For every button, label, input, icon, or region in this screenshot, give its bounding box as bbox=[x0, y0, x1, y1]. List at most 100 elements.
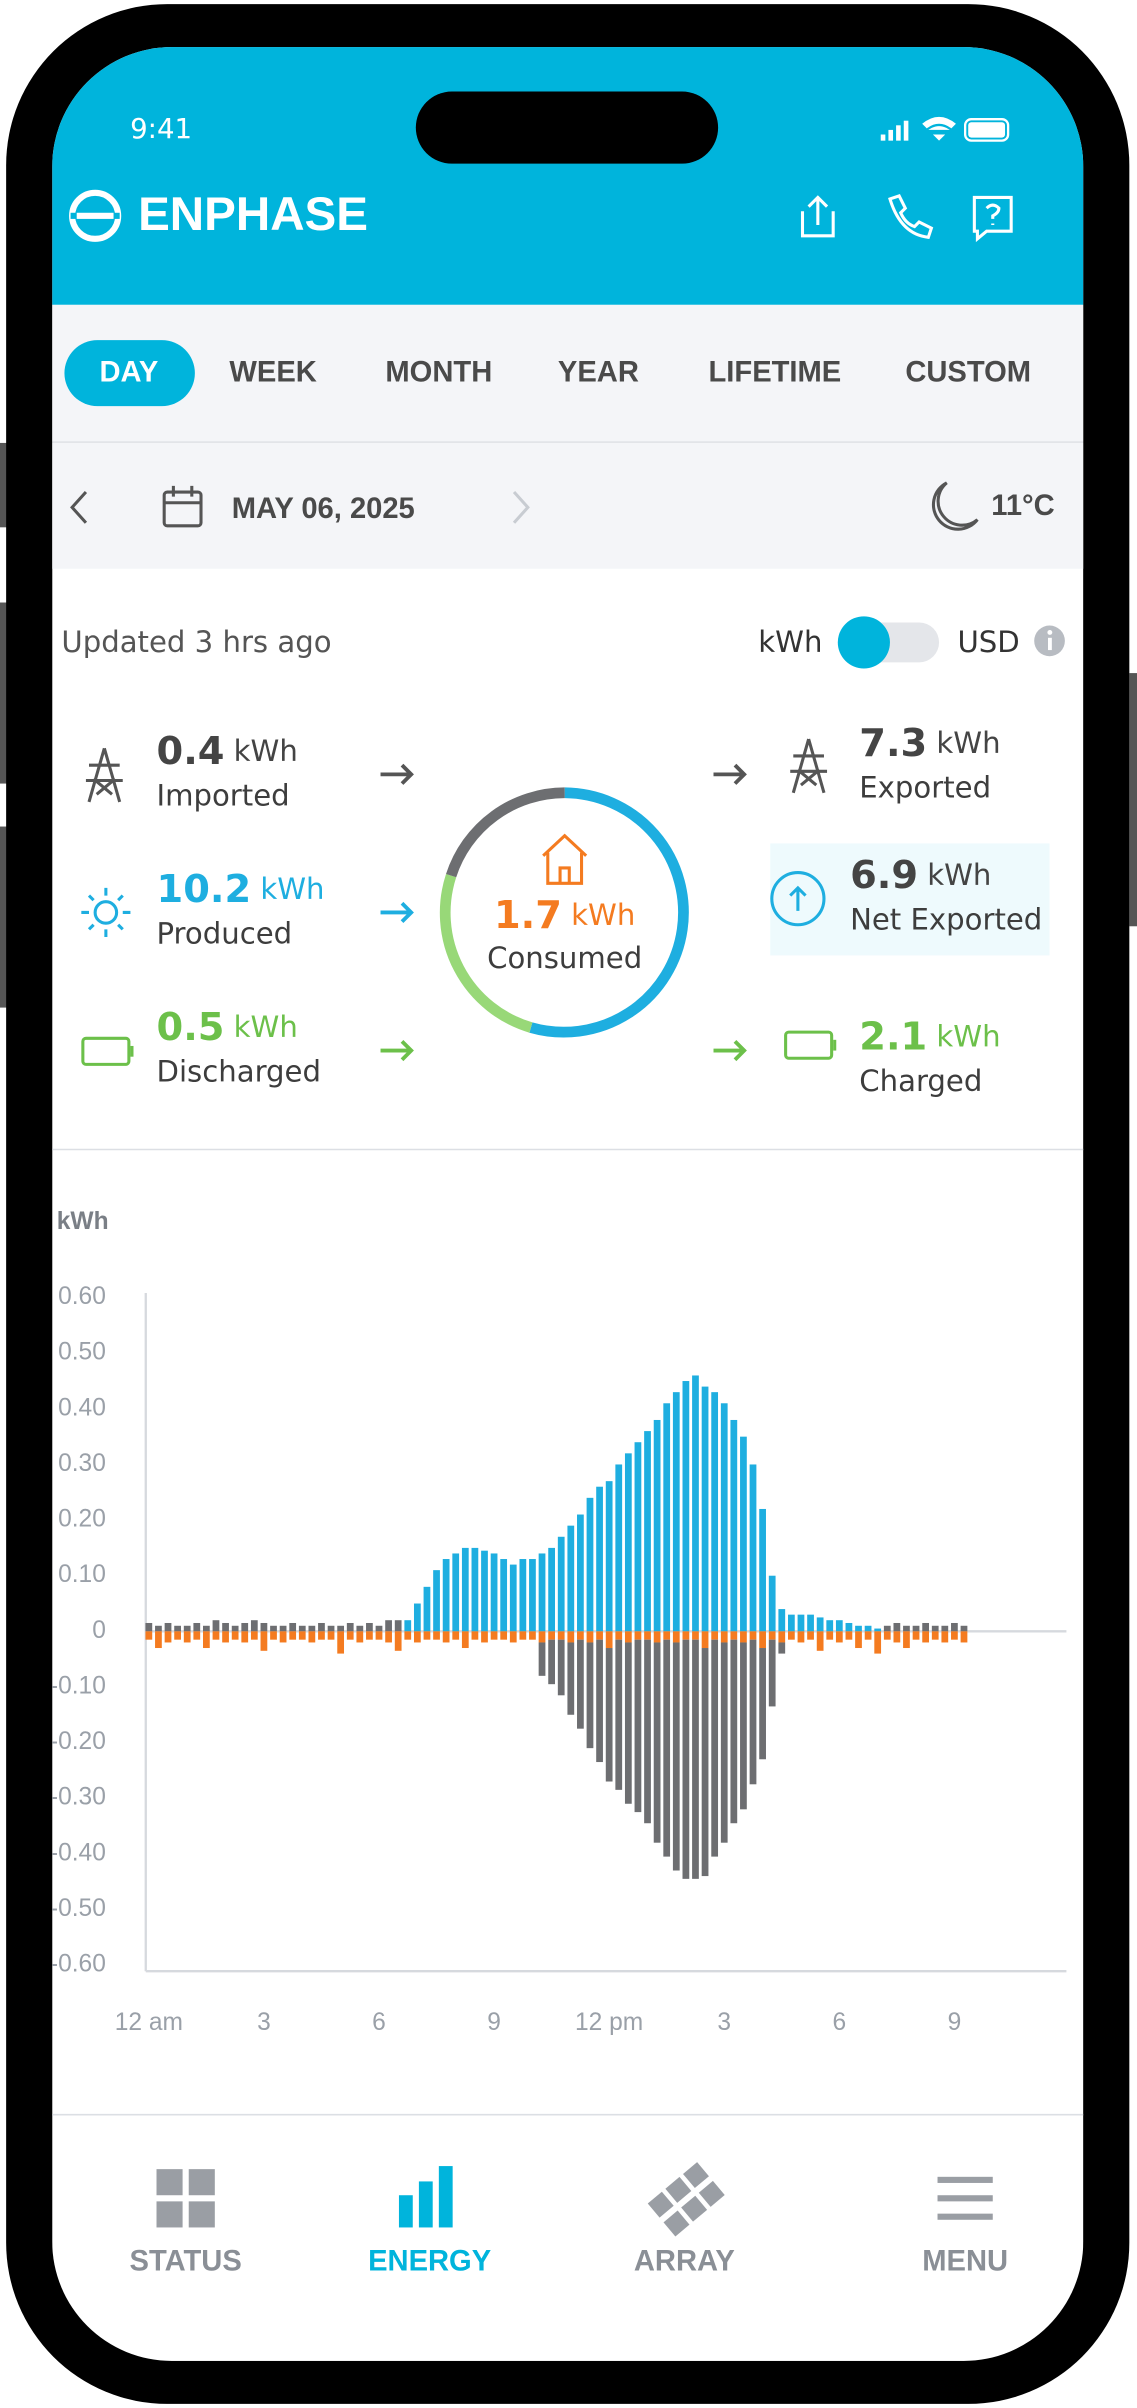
arrow bbox=[713, 1039, 747, 1062]
bar bbox=[519, 1631, 527, 1640]
array-icon[interactable] bbox=[647, 2162, 725, 2237]
y-tick-label: -0.20 bbox=[50, 1728, 106, 1755]
x-tick-label: 3 bbox=[257, 2009, 271, 2036]
bar bbox=[231, 1625, 239, 1632]
nav-menu[interactable]: MENU bbox=[922, 2245, 1008, 2277]
charged-value: 2.1 kWh bbox=[859, 1014, 1000, 1059]
bar bbox=[720, 1631, 728, 1643]
bar bbox=[682, 1381, 690, 1632]
bar bbox=[672, 1631, 680, 1643]
y-tick-label: -0.30 bbox=[50, 1784, 106, 1811]
bar bbox=[452, 1553, 460, 1632]
y-tick-label: 0.30 bbox=[58, 1450, 106, 1477]
bar bbox=[624, 1453, 632, 1632]
bar bbox=[289, 1622, 297, 1632]
bar bbox=[883, 1631, 891, 1640]
bar bbox=[893, 1622, 901, 1632]
bar bbox=[241, 1631, 249, 1643]
bar bbox=[883, 1625, 891, 1632]
toggle-kwh[interactable]: kWh bbox=[758, 625, 822, 659]
bar bbox=[481, 1550, 488, 1632]
header bbox=[52, 47, 1084, 305]
date-bar bbox=[52, 442, 1084, 569]
bar bbox=[270, 1625, 277, 1632]
bar bbox=[653, 1419, 661, 1632]
toggle-usd[interactable]: USD bbox=[957, 625, 1019, 659]
bar bbox=[327, 1631, 335, 1640]
side-button bbox=[0, 826, 8, 1008]
phone-icon[interactable] bbox=[888, 194, 934, 239]
bar bbox=[912, 1631, 920, 1640]
active-tab[interactable] bbox=[64, 340, 195, 407]
help-icon[interactable] bbox=[972, 195, 1013, 243]
x-tick-label: 12 pm bbox=[575, 2009, 643, 2036]
tab[interactable]: YEAR bbox=[558, 357, 639, 389]
bar bbox=[548, 1631, 555, 1640]
x-tick-label: 9 bbox=[487, 2009, 501, 2036]
bar bbox=[730, 1631, 738, 1640]
bar bbox=[174, 1631, 181, 1640]
unit: kWh bbox=[927, 858, 991, 892]
bar bbox=[835, 1631, 843, 1643]
grid-icon bbox=[790, 738, 828, 794]
unit: kWh bbox=[234, 1010, 298, 1044]
menu-icon[interactable] bbox=[937, 2176, 993, 2220]
side-button bbox=[0, 602, 8, 784]
tab[interactable]: WEEK bbox=[229, 357, 316, 389]
bar bbox=[394, 1631, 402, 1651]
calendar-icon[interactable] bbox=[162, 485, 203, 528]
nav-status[interactable]: STATUS bbox=[130, 2245, 242, 2277]
bar bbox=[423, 1586, 431, 1632]
bar bbox=[711, 1392, 719, 1632]
status-icons bbox=[880, 116, 1010, 142]
tab[interactable]: LIFETIME bbox=[709, 357, 842, 389]
bar bbox=[394, 1620, 402, 1632]
info-icon[interactable] bbox=[1034, 625, 1065, 657]
x-tick-label: 9 bbox=[948, 2009, 962, 2036]
exported-label: Exported bbox=[859, 771, 991, 805]
discharged-value: 0.5 kWh bbox=[157, 1005, 298, 1050]
header-icons bbox=[800, 194, 1013, 243]
bar bbox=[605, 1631, 613, 1649]
tab[interactable]: MONTH bbox=[385, 357, 492, 389]
bar bbox=[941, 1625, 949, 1632]
net-icon bbox=[770, 871, 826, 927]
bar bbox=[174, 1625, 181, 1632]
bar bbox=[318, 1622, 325, 1632]
value: 0.5 bbox=[157, 1005, 225, 1050]
nav-energy[interactable]: ENERGY bbox=[368, 2245, 491, 2277]
bar bbox=[663, 1403, 671, 1632]
y-axis-label: kWh bbox=[57, 1208, 109, 1235]
bar bbox=[442, 1631, 450, 1643]
bar bbox=[203, 1625, 210, 1632]
bar bbox=[845, 1622, 853, 1632]
nav-array[interactable]: ARRAY bbox=[634, 2245, 735, 2277]
toggle-knob[interactable] bbox=[837, 616, 890, 669]
battery-icon bbox=[784, 1030, 837, 1060]
prev-day[interactable] bbox=[70, 491, 88, 524]
bar bbox=[711, 1631, 719, 1640]
tab[interactable]: DAY bbox=[99, 357, 158, 389]
discharged-label: Discharged bbox=[157, 1055, 321, 1089]
bar bbox=[931, 1625, 939, 1632]
next-day[interactable] bbox=[512, 491, 530, 524]
status-icon[interactable] bbox=[156, 2169, 215, 2228]
screen: 9:41 ENPHASE MAY 06, 2025 11°C Updated 3… bbox=[50, 47, 1084, 2361]
bar bbox=[203, 1631, 210, 1649]
bar bbox=[375, 1631, 383, 1640]
y-tick-label: 0.50 bbox=[58, 1339, 106, 1366]
bar bbox=[298, 1625, 306, 1632]
bar bbox=[644, 1639, 651, 1824]
bar bbox=[807, 1631, 814, 1640]
tab[interactable]: CUSTOM bbox=[905, 357, 1031, 389]
logo: ENPHASE bbox=[69, 188, 368, 242]
bar bbox=[711, 1639, 719, 1857]
grid-icon bbox=[85, 747, 123, 803]
share-icon[interactable] bbox=[800, 195, 835, 238]
bar bbox=[519, 1559, 527, 1632]
bar bbox=[730, 1419, 738, 1632]
bar bbox=[413, 1631, 421, 1643]
energy-icon[interactable] bbox=[398, 2166, 453, 2228]
bar bbox=[864, 1631, 872, 1640]
